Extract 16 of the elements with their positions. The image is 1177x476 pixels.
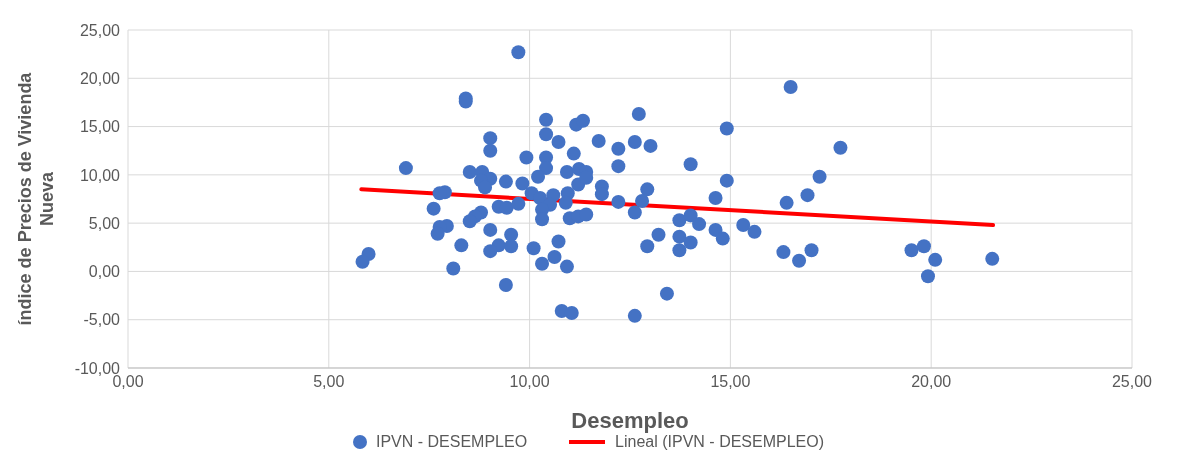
y-tick-label: 20,00	[79, 69, 121, 87]
x-tick-label: 15,00	[710, 373, 751, 391]
y-tick-label: -5,00	[83, 311, 121, 329]
x-axis-title: Desempleo	[571, 408, 689, 433]
y-axis-title: índice de Precios de Vivienda Nueva	[15, 71, 57, 326]
y-tick-label: 5,00	[88, 214, 121, 232]
x-tick-label: 5,00	[313, 373, 345, 391]
legend-label: Lineal (IPVN - DESEMPLEO)	[615, 433, 825, 451]
y-tick-label: 25,00	[79, 21, 121, 39]
x-tick-label: 20,00	[911, 373, 952, 391]
x-tick-label: 10,00	[509, 373, 550, 391]
y-tick-label: 0,00	[88, 263, 121, 281]
legend-label: IPVN - DESEMPLEO	[375, 433, 528, 451]
y-tick-label: 15,00	[79, 118, 121, 136]
y-tick-label: 10,00	[79, 166, 121, 184]
x-tick-label: 25,00	[1111, 373, 1153, 391]
